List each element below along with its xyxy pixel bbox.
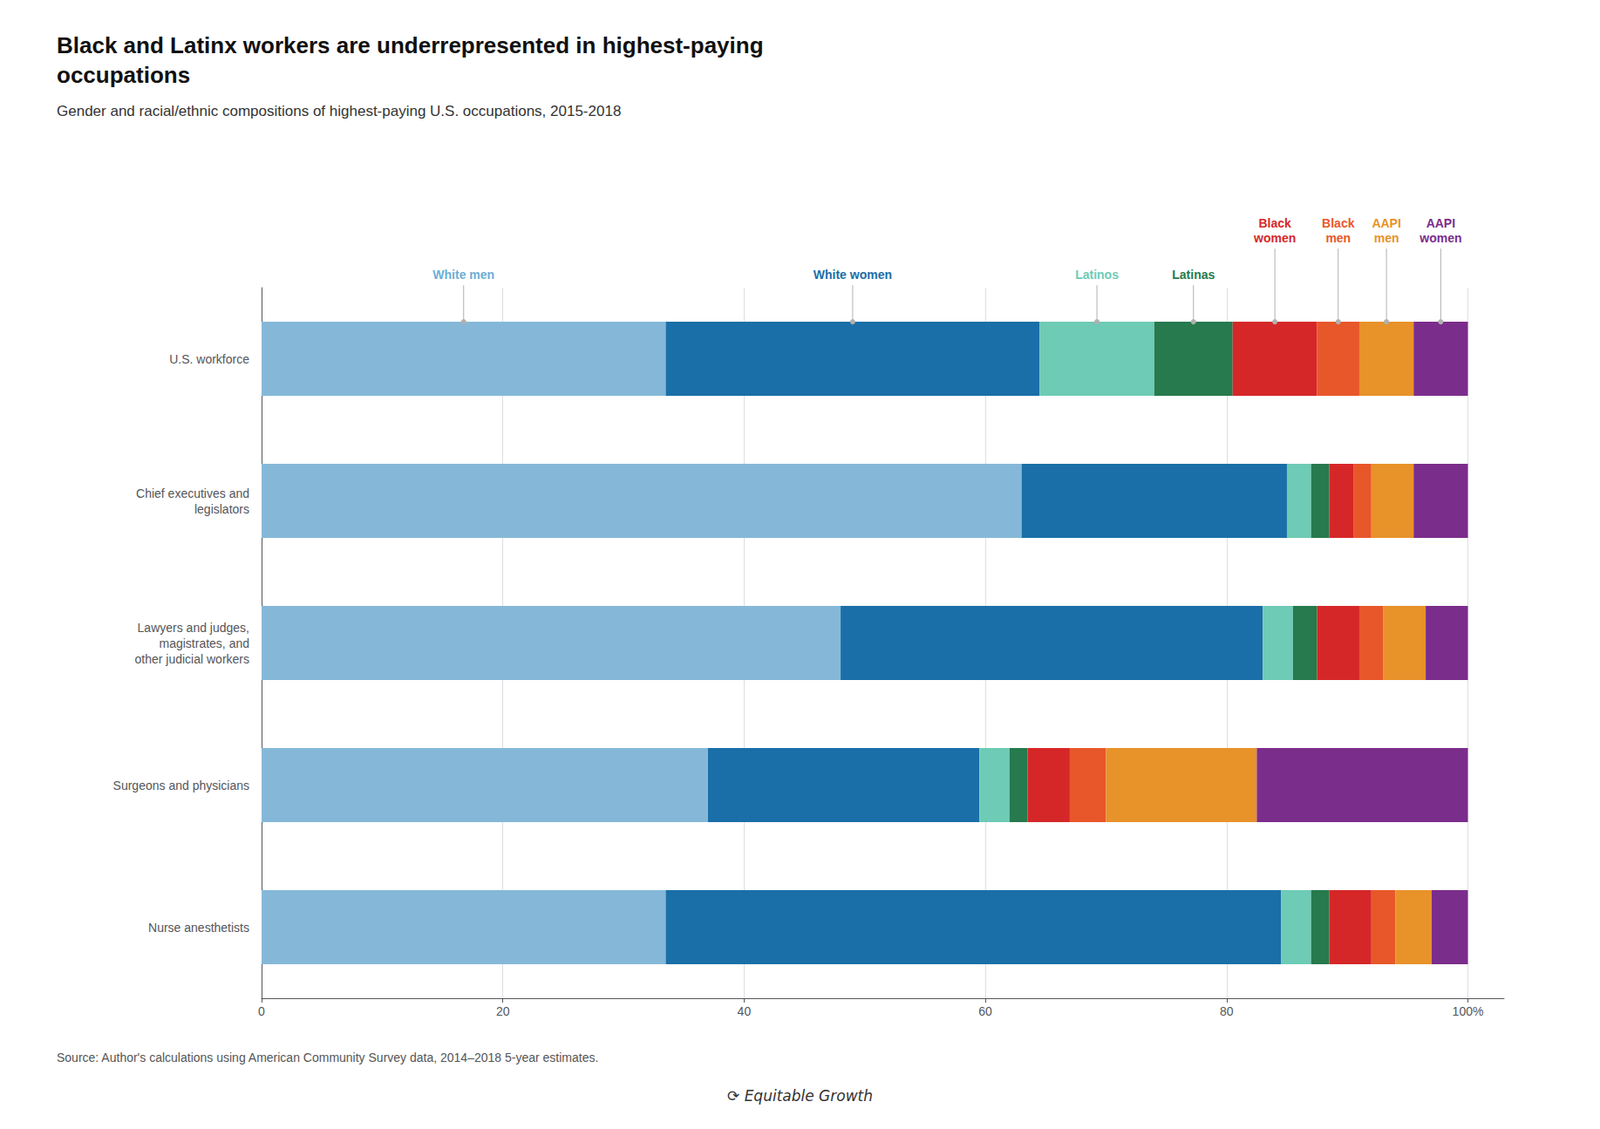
svg-text:Lawyers and judges,: Lawyers and judges, bbox=[137, 620, 250, 635]
svg-text:⟳ Equitable Growth: ⟳ Equitable Growth bbox=[727, 1087, 873, 1105]
svg-text:80: 80 bbox=[1219, 1004, 1234, 1019]
svg-text:Source: Author's calculations: Source: Author's calculations using Amer… bbox=[56, 1050, 599, 1065]
svg-text:60: 60 bbox=[978, 1004, 993, 1019]
svg-text:100%: 100% bbox=[1452, 1004, 1485, 1019]
svg-text:AAPI: AAPI bbox=[1426, 216, 1456, 231]
svg-text:20: 20 bbox=[496, 1004, 511, 1019]
svg-text:men: men bbox=[1325, 231, 1351, 246]
svg-text:Latinas: Latinas bbox=[1171, 267, 1215, 282]
svg-text:women: women bbox=[1252, 231, 1296, 246]
svg-text:magistrates, and: magistrates, and bbox=[159, 636, 251, 651]
svg-text:Nurse anesthetists: Nurse anesthetists bbox=[148, 920, 250, 935]
svg-text:Black: Black bbox=[1321, 216, 1355, 231]
svg-text:Chief executives and: Chief executives and bbox=[136, 486, 250, 501]
svg-text:40: 40 bbox=[737, 1004, 752, 1019]
svg-text:legislators: legislators bbox=[194, 502, 250, 517]
svg-text:White women: White women bbox=[813, 267, 892, 282]
svg-text:White men: White men bbox=[432, 267, 495, 282]
svg-text:0: 0 bbox=[258, 1004, 266, 1019]
svg-text:Surgeons and physicians: Surgeons and physicians bbox=[113, 778, 250, 793]
svg-text:Gender and racial/ethnic compo: Gender and racial/ethnic compositions of… bbox=[56, 102, 621, 120]
svg-text:U.S. workforce: U.S. workforce bbox=[169, 352, 250, 367]
svg-text:women: women bbox=[1418, 231, 1462, 246]
svg-text:Black: Black bbox=[1258, 216, 1292, 231]
svg-text:occupations: occupations bbox=[56, 61, 191, 89]
svg-text:Black and Latinx workers are u: Black and Latinx workers are underrepres… bbox=[56, 32, 764, 59]
svg-text:men: men bbox=[1374, 231, 1400, 246]
svg-text:other judicial workers: other judicial workers bbox=[135, 652, 251, 667]
svg-text:Latinos: Latinos bbox=[1075, 267, 1119, 282]
svg-text:AAPI: AAPI bbox=[1371, 216, 1401, 231]
